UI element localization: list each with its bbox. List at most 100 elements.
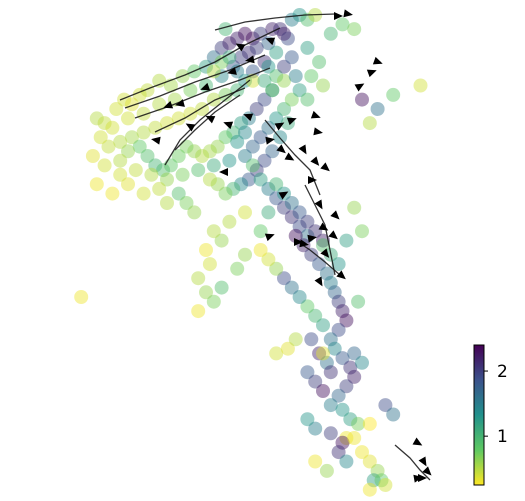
data-point bbox=[300, 92, 315, 107]
data-point bbox=[339, 313, 354, 328]
data-point bbox=[265, 144, 280, 159]
velocity-arrowhead bbox=[235, 43, 246, 52]
data-point bbox=[253, 243, 268, 257]
velocity-arrowhead bbox=[299, 239, 309, 248]
data-point bbox=[191, 271, 206, 286]
data-point bbox=[335, 402, 350, 417]
data-point bbox=[284, 280, 299, 295]
data-point bbox=[335, 351, 350, 366]
velocity-arrowhead bbox=[298, 144, 307, 155]
data-point bbox=[335, 435, 350, 450]
data-point bbox=[89, 177, 104, 192]
data-point bbox=[74, 290, 89, 304]
data-point bbox=[304, 332, 319, 347]
data-point bbox=[288, 228, 303, 243]
data-point bbox=[331, 257, 346, 272]
data-point bbox=[370, 463, 385, 478]
data-point bbox=[355, 92, 369, 107]
data-point bbox=[308, 224, 323, 239]
data-point bbox=[269, 346, 284, 361]
data-point bbox=[331, 294, 346, 309]
velocity-arrowhead bbox=[219, 168, 228, 176]
data-point bbox=[280, 31, 295, 46]
data-point bbox=[234, 177, 249, 192]
data-point bbox=[347, 200, 362, 215]
data-point bbox=[292, 290, 307, 304]
data-point bbox=[331, 322, 346, 337]
data-point bbox=[261, 205, 276, 220]
velocity-arrowhead bbox=[314, 199, 323, 210]
data-point bbox=[347, 431, 362, 445]
data-point bbox=[366, 473, 381, 488]
data-point bbox=[355, 224, 369, 239]
data-point bbox=[386, 407, 401, 422]
data-point bbox=[277, 26, 291, 41]
data-point bbox=[300, 12, 315, 27]
data-point bbox=[214, 55, 229, 69]
data-point bbox=[277, 59, 291, 74]
data-point bbox=[199, 59, 213, 74]
data-point bbox=[316, 318, 330, 333]
data-point bbox=[362, 116, 377, 131]
data-point bbox=[257, 92, 272, 107]
stream-line bbox=[174, 94, 241, 151]
data-point bbox=[300, 40, 315, 55]
data-point bbox=[323, 426, 338, 441]
data-point bbox=[214, 280, 229, 295]
data-point bbox=[101, 139, 116, 154]
data-point bbox=[124, 97, 139, 112]
scatter-points bbox=[74, 8, 428, 497]
data-point bbox=[319, 266, 334, 281]
data-point bbox=[323, 26, 338, 41]
data-point bbox=[136, 186, 151, 201]
data-point bbox=[280, 341, 295, 356]
data-point bbox=[230, 134, 245, 149]
velocity-arrowhead bbox=[284, 152, 295, 161]
data-point bbox=[121, 144, 135, 159]
data-point bbox=[257, 73, 272, 88]
data-point bbox=[148, 158, 163, 173]
stream-line bbox=[164, 79, 251, 166]
data-point bbox=[160, 172, 174, 187]
data-point bbox=[288, 69, 303, 84]
velocity-arrowhead bbox=[185, 123, 196, 132]
data-point bbox=[374, 473, 389, 488]
data-point bbox=[206, 294, 221, 309]
data-point bbox=[351, 416, 366, 431]
data-point bbox=[199, 285, 213, 300]
data-point bbox=[292, 219, 307, 234]
data-point bbox=[277, 200, 291, 215]
data-point bbox=[257, 55, 272, 69]
data-point bbox=[218, 130, 233, 145]
colorbar-tick-label: 1 bbox=[497, 427, 508, 447]
data-point bbox=[339, 233, 354, 248]
data-point bbox=[238, 205, 252, 220]
stream-line bbox=[154, 87, 246, 133]
data-point bbox=[249, 40, 264, 55]
data-point bbox=[210, 139, 225, 154]
data-point bbox=[222, 153, 237, 168]
velocity-arrowhead bbox=[318, 222, 329, 231]
data-point bbox=[85, 149, 100, 163]
data-point bbox=[234, 116, 249, 131]
data-point bbox=[105, 186, 120, 201]
data-point bbox=[152, 97, 167, 112]
velocity-arrowhead bbox=[328, 230, 338, 240]
data-point bbox=[362, 416, 377, 431]
data-point bbox=[160, 116, 174, 131]
velocity-arrowhead bbox=[175, 99, 185, 107]
data-point bbox=[253, 224, 268, 239]
data-point bbox=[97, 116, 112, 131]
data-point bbox=[152, 181, 167, 196]
data-point bbox=[312, 55, 327, 69]
velocity-arrowhead bbox=[227, 67, 237, 75]
data-point bbox=[113, 167, 128, 182]
data-point bbox=[253, 26, 268, 41]
velocity-arrowhead bbox=[343, 9, 353, 18]
data-point bbox=[284, 210, 299, 225]
data-point bbox=[319, 463, 334, 478]
velocity-arrowhead bbox=[163, 100, 174, 109]
velocity-arrowhead bbox=[314, 276, 323, 287]
velocity-arrowhead bbox=[336, 270, 346, 280]
